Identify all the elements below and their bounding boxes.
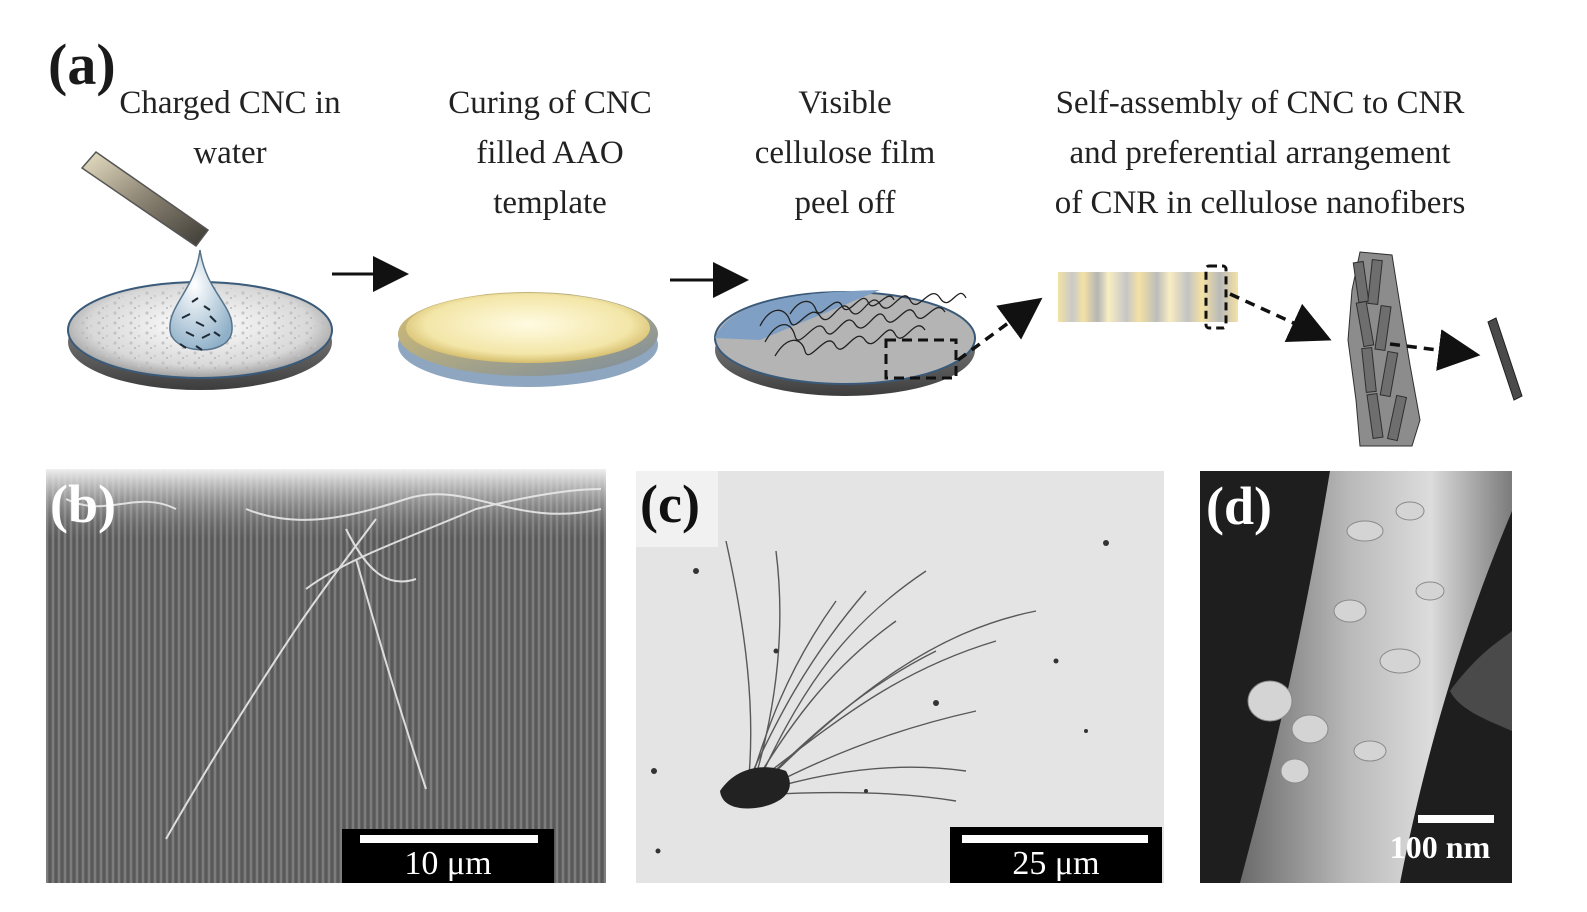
step-3-caption: Visible cellulose film peel off [700, 78, 990, 228]
cnr-strip [1058, 264, 1238, 330]
step-1-caption: Charged CNC in water [70, 78, 390, 178]
step-3-line-1: Visible [798, 85, 892, 121]
panel-b-scalebar-line [360, 835, 538, 843]
panel-d-sem-image: (d) 100 nm [1200, 471, 1512, 883]
cellulose-film-dish [714, 290, 976, 396]
zoom-arrow-3 [1389, 329, 1481, 371]
step-4-line-1: Self-assembly of CNC to CNR [1055, 85, 1465, 121]
panel-b-scalebar-box: 10 μm [342, 829, 554, 883]
panel-c-tem-image: (c) 25 μm [636, 471, 1164, 883]
panel-c-scalebar-label: 25 μm [1012, 845, 1100, 882]
panel-d-scalebar-line [1418, 815, 1494, 823]
panel-a-label: (a) [48, 32, 116, 97]
sem-aligned-fibers-graphic [46, 469, 606, 883]
step-3-line-2: cellulose film [754, 135, 936, 171]
panel-c-scalebar-box: 25 μm [950, 827, 1162, 883]
zoom-arrow-2 [1229, 292, 1332, 343]
step-4-line-2: and preferential arrangement [1069, 135, 1451, 171]
step-2-line-1: Curing of CNC [448, 85, 652, 121]
schematic-illustration [67, 151, 1523, 447]
step-1-line-1: Charged CNC in [119, 85, 341, 121]
panel-b-label: (b) [50, 474, 116, 534]
panel-b-scalebar-label: 10 μm [404, 845, 492, 882]
panel-c-label: (c) [636, 471, 718, 547]
panel-d-label: (d) [1206, 476, 1272, 536]
single-nanorod [1487, 317, 1523, 401]
nanofiber-bundle [1347, 251, 1421, 447]
step-2-line-2: filled AAO [476, 135, 624, 171]
step-3-line-3: peel off [794, 185, 896, 221]
sem-single-fiber-graphic [1240, 471, 1512, 883]
step-1-line-2: water [193, 135, 267, 171]
step-4-caption: Self-assembly of CNC to CNR and preferen… [995, 78, 1525, 228]
panel-c-scalebar-line [962, 835, 1148, 843]
dish-with-droplet [67, 151, 333, 390]
tem-fiber-bundle-graphic [651, 540, 1109, 854]
step-2-caption: Curing of CNC filled AAO template [395, 78, 705, 228]
step-2-line-3: template [493, 185, 607, 221]
panel-d-scalebar-label: 100 nm [1389, 829, 1491, 865]
filled-aao-template [398, 292, 658, 387]
step-4-line-3: of CNR in cellulose nanofibers [1054, 185, 1466, 221]
panel-b-sem-image: (b) 10 μm [46, 469, 606, 883]
